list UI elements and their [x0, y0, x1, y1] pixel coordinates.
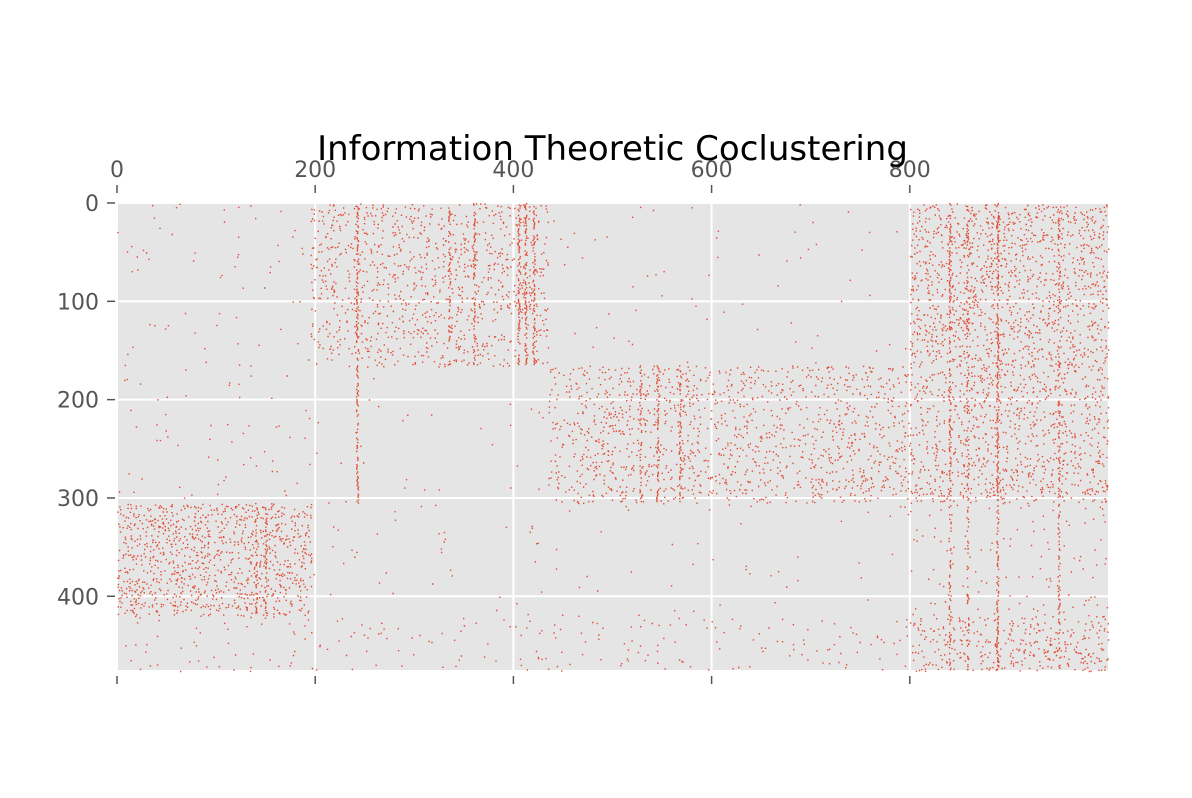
chart-title: Information Theoretic Coclustering [317, 129, 908, 169]
y-tick-label: 200 [57, 389, 99, 414]
x-tick-label: 600 [691, 158, 733, 183]
x-tick-label: 800 [889, 158, 931, 183]
y-tick-label: 300 [57, 487, 99, 512]
plot-area [117, 203, 1108, 670]
axis-ticks: 0 200 400 600 800 0 100 200 300 400 [57, 158, 931, 684]
nonzero-markers [117, 203, 1110, 673]
x-tick-label: 400 [492, 158, 534, 183]
y-tick-label: 0 [85, 192, 99, 217]
y-tick-label: 100 [57, 290, 99, 315]
grid [116, 202, 1108, 670]
x-tick-label: 0 [110, 158, 124, 183]
data-points [117, 203, 1110, 673]
y-tick-label: 400 [57, 585, 99, 610]
x-tick-label: 200 [294, 158, 336, 183]
